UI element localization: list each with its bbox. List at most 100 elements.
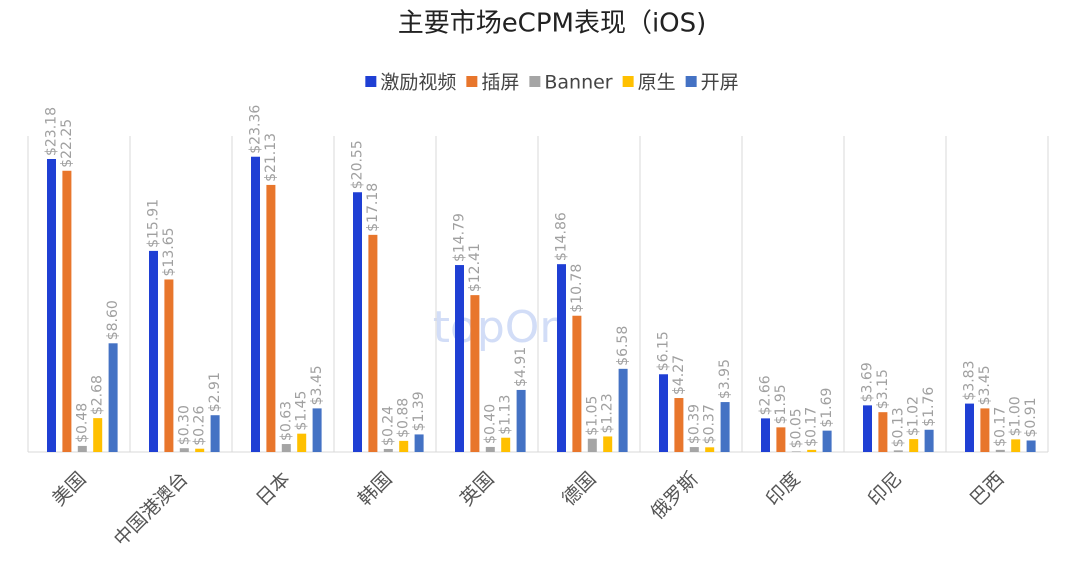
value-label: $1.45 [294,391,310,431]
bar [399,440,409,452]
value-label: $17.18 [365,183,381,232]
value-label: $23.18 [44,107,60,156]
bar [965,403,974,452]
value-label: $4.91 [513,347,529,387]
x-tick-label: 中国港澳台 [110,468,193,551]
bar [210,415,220,452]
value-label: $3.95 [717,359,733,399]
legend-label: Banner [544,72,612,94]
legend-label: 激励视频 [380,72,456,94]
bar [909,439,919,452]
value-label: $0.63 [278,401,294,441]
value-label: $4.27 [671,355,687,395]
value-label: $1.13 [498,395,514,435]
watermark: topOn [433,302,568,353]
value-label: $1.23 [600,393,616,433]
value-label: $3.83 [962,360,978,400]
value-label: $2.66 [758,375,774,415]
bar [822,430,832,452]
bar [587,438,597,452]
value-label: $13.65 [161,227,177,276]
legend-swatch [685,76,697,87]
bar [195,448,205,452]
chart-title: 主要市场eCPM表现（iOS) [398,9,707,39]
value-label: $6.15 [656,331,672,371]
bar [1011,439,1021,452]
value-label: $14.86 [554,212,570,261]
bar [689,447,699,452]
bar [501,437,511,452]
bar [720,402,730,452]
bar [149,250,158,452]
value-label: $3.45 [309,365,325,405]
value-label: $0.05 [788,408,804,448]
bar [893,450,903,452]
x-tick-label: 巴西 [966,468,1008,510]
value-label: $0.24 [380,406,396,446]
value-label: $2.91 [207,372,223,412]
x-tick-label: 德国 [558,468,600,510]
value-label: $0.40 [482,404,498,444]
x-tick-label: 印尼 [864,468,906,510]
value-label: $23.36 [248,105,264,154]
bar [674,398,684,452]
value-label: $0.13 [890,407,906,447]
bar [297,433,307,452]
value-label: $0.30 [176,405,192,445]
bar [414,434,424,452]
value-label: $6.58 [615,326,631,366]
value-label: $1.00 [1008,396,1024,436]
bar [485,446,495,452]
bar [251,156,260,452]
bar [179,448,189,452]
legend-swatch [622,76,634,87]
legend-swatch [529,76,541,87]
x-tick-label: 俄罗斯 [647,468,703,524]
value-label: $1.05 [584,396,600,436]
value-label: $10.78 [569,264,585,313]
value-label: $0.37 [702,404,718,444]
bar [164,279,174,452]
bar [77,445,87,452]
bar [93,418,103,452]
bar [659,374,668,452]
bar [557,264,566,452]
value-label: $12.41 [467,243,483,292]
bar [108,343,118,452]
value-label: $3.15 [875,369,891,409]
value-label: $20.55 [350,140,366,189]
value-label: $0.88 [396,398,412,438]
bar [281,444,291,452]
value-label: $0.91 [1023,397,1039,437]
value-label: $0.26 [192,406,208,446]
value-label: $14.79 [452,213,468,262]
bar [383,448,393,452]
value-label: $1.39 [411,391,427,431]
bar [572,315,582,452]
x-tick-label: 日本 [252,468,294,510]
legend-swatch [466,76,478,87]
x-tick-label: 印度 [762,468,804,510]
value-label: $3.45 [977,365,993,405]
bar [791,451,801,452]
bar [863,405,872,452]
value-label: $3.69 [860,362,876,402]
value-label: $0.17 [804,407,820,447]
bar [1026,440,1036,452]
bar [878,412,888,452]
value-label: $21.13 [263,133,279,182]
bar [312,408,322,452]
value-label: $8.60 [105,300,121,340]
bar [62,170,72,452]
bar [368,234,378,452]
legend-label: 插屏 [481,72,519,94]
bar [924,429,934,452]
bar [776,427,786,452]
bar [995,449,1005,452]
bar [516,389,526,452]
value-label: $1.02 [906,396,922,436]
value-label: $0.48 [74,403,90,443]
bar [603,436,613,452]
value-label: $2.68 [90,375,106,415]
